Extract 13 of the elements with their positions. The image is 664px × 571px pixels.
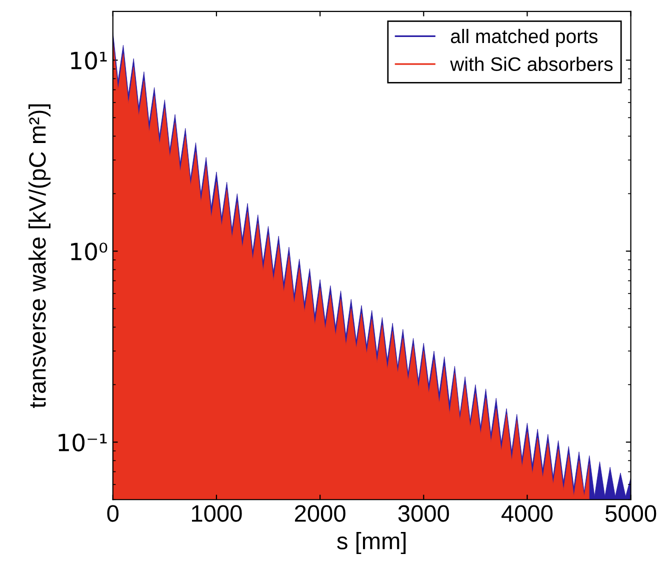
- y-tick-label: 10⁻¹: [58, 434, 107, 452]
- x-tick-label: 0: [107, 505, 119, 522]
- legend-label: with SiC absorbers: [450, 56, 613, 72]
- x-tick-label: 2000: [294, 505, 346, 522]
- legend-label: all matched ports: [450, 28, 598, 48]
- x-tick-label: 4000: [502, 505, 553, 522]
- y-axis-title: transverse wake [kV/(pC m²)]: [28, 104, 50, 408]
- y-tick-label: 10¹: [71, 52, 107, 70]
- x-tick-label: 5000: [605, 505, 656, 522]
- y-tick-label: 10⁰: [71, 242, 108, 260]
- x-tick-label: 3000: [398, 505, 449, 522]
- x-tick-label: 1000: [192, 505, 242, 522]
- x-axis-title: s [mm]: [337, 532, 406, 554]
